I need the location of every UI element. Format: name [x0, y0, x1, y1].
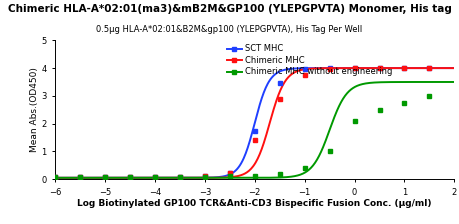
Text: Chimeric HLA-A*02:01(ma3)&mB2M&GP100 (YLEPGPVTA) Monomer, His tag: Chimeric HLA-A*02:01(ma3)&mB2M&GP100 (YL…	[7, 4, 452, 15]
Y-axis label: Mean Abs.(OD450): Mean Abs.(OD450)	[29, 67, 39, 152]
X-axis label: Log Biotinylated GP100 TCR&Anti-CD3 Bispecific Fusion Conc. (μg/ml): Log Biotinylated GP100 TCR&Anti-CD3 Bisp…	[78, 199, 432, 208]
Legend: SCT MHC, Chimeric MHC, Chimeric MHC without engineering: SCT MHC, Chimeric MHC, Chimeric MHC with…	[227, 45, 392, 76]
Text: 0.5μg HLA-A*02:01&B2M&gp100 (YLEPGPVTA), His Tag Per Well: 0.5μg HLA-A*02:01&B2M&gp100 (YLEPGPVTA),…	[96, 25, 363, 34]
